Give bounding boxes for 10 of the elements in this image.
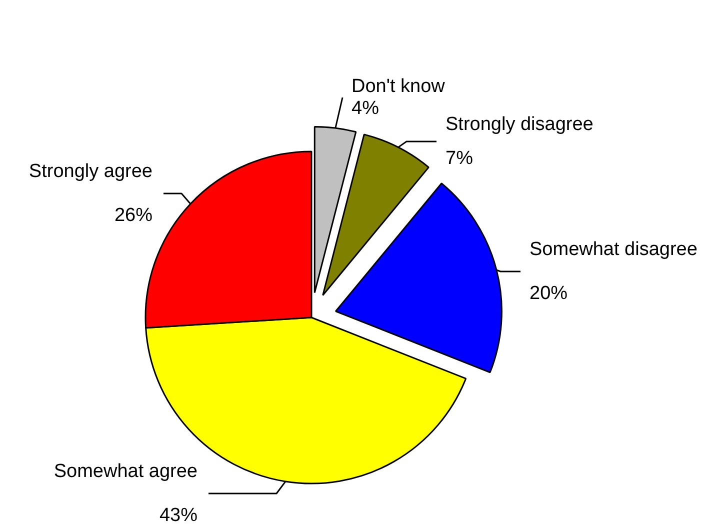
data-label: 43% [159,505,198,526]
slice-label: Somewhat disagree [530,239,698,260]
slice-label: Somewhat agree [54,461,198,482]
data-label: 7% [446,148,474,169]
data-label: 20% [530,283,568,304]
data-label: 4% [352,98,380,119]
slice-label: Don't know [352,76,446,97]
slice-label: Strongly agree [28,161,153,182]
data-label: 26% [114,205,153,226]
slice-label: Strongly disagree [446,114,594,135]
